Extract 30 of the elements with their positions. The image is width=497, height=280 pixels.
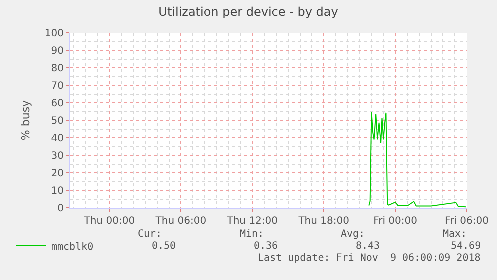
- y-tick-label: 80: [51, 64, 64, 74]
- y-tick-label: 100: [44, 28, 64, 40]
- y-tick-label: 10: [51, 186, 64, 197]
- y-tick-label: 50: [51, 116, 64, 127]
- text: Avg:: [341, 229, 366, 240]
- x-tick-label: Thu 18:00: [298, 216, 350, 227]
- legend-label: mmcblk0: [51, 242, 94, 253]
- x-tick-label: Thu 00:00: [83, 216, 136, 227]
- y-tick-label: 30: [51, 151, 64, 162]
- text: 0.50: [152, 241, 176, 252]
- y-tick-label: 60: [51, 98, 64, 110]
- chart-title: Utilization per device - by day: [158, 5, 338, 20]
- y-tick-label: 40: [51, 134, 64, 144]
- y-tick-label: 90: [51, 46, 64, 57]
- text: Min:: [240, 229, 264, 240]
- line-series: [368, 112, 467, 208]
- text: Last update: Fri Nov 9 06:00:09 2018: [258, 253, 481, 264]
- text: 0.36: [254, 241, 278, 252]
- y-tick-label: 20: [51, 168, 64, 180]
- x-tick-label: Thu 06:00: [154, 216, 207, 227]
- x-tick-label: Fri 06:00: [445, 216, 489, 227]
- y-tick-label: 0: [58, 204, 64, 214]
- x-tick-label: Fri 00:00: [374, 216, 418, 227]
- text: 54.69: [451, 241, 482, 252]
- x-tick-label: Thu 12:00: [226, 216, 278, 227]
- text: Max:: [443, 229, 468, 240]
- y-tick-label: 70: [51, 81, 64, 92]
- text: 8.43: [356, 241, 380, 252]
- y-axis-title: % busy: [20, 100, 33, 141]
- text: Cur:: [138, 229, 162, 240]
